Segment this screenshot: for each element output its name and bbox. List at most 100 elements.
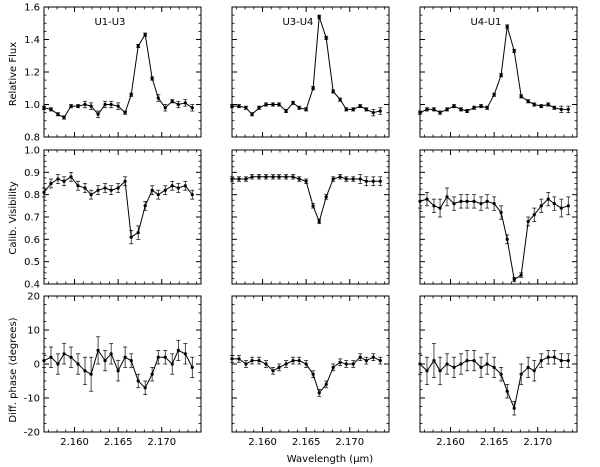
data-point: [277, 365, 281, 369]
data-point: [331, 177, 335, 181]
data-point: [452, 104, 456, 108]
data-point: [338, 175, 342, 179]
data-point: [459, 199, 463, 203]
data-point: [492, 93, 496, 97]
data-point: [465, 359, 469, 363]
panel-title: U1-U3: [94, 17, 125, 28]
data-point: [69, 355, 73, 359]
data-point: [150, 188, 154, 192]
data-point: [358, 355, 362, 359]
data-point: [62, 179, 66, 183]
data-point: [69, 175, 73, 179]
panel-frame: [419, 149, 578, 285]
data-point: [49, 181, 53, 186]
data-point: [89, 372, 93, 376]
data-point: [277, 175, 281, 179]
data-point: [485, 106, 489, 110]
panel-frame: [43, 149, 202, 285]
data-point: [479, 365, 483, 369]
data-point: [277, 102, 281, 107]
data-point: [485, 199, 489, 203]
series-line: [232, 16, 381, 116]
data-point: [331, 365, 335, 369]
data-point: [526, 219, 530, 224]
series-line: [419, 26, 569, 114]
data-point: [76, 184, 80, 188]
data-point: [519, 94, 523, 98]
data-point: [83, 369, 87, 373]
data-point: [257, 359, 261, 363]
data-point: [546, 355, 550, 359]
data-point: [83, 186, 87, 190]
data-point: [42, 359, 46, 363]
data-point: [244, 362, 248, 366]
data-point: [143, 33, 147, 37]
data-point: [237, 177, 241, 181]
data-point: [552, 355, 556, 359]
data-point: [499, 210, 503, 215]
panel-title: U3-U4: [282, 17, 313, 28]
data-point: [499, 73, 503, 77]
data-point: [566, 359, 570, 363]
data-point: [271, 175, 275, 179]
data-point: [371, 179, 375, 183]
data-point: [284, 109, 288, 113]
data-point: [271, 369, 275, 373]
data-point: [311, 86, 315, 90]
data-point: [317, 15, 321, 19]
panel-r1-c3: U4-U1: [418, 6, 578, 138]
data-point: [492, 202, 496, 206]
y-tick-label: 1.2: [24, 68, 40, 79]
data-point: [519, 273, 523, 277]
panel-r3-c1: -20 -10 0 10 20 2.160 2.165 2.170: [24, 292, 202, 448]
data-point: [324, 36, 328, 40]
data-point: [459, 107, 463, 111]
x-tick-label: 2.160: [248, 437, 277, 448]
panel-r2-c1: 0.4 0.5 0.6 0.7 0.8 0.9 1.0: [24, 146, 202, 291]
data-point: [452, 202, 456, 206]
data-point: [432, 359, 436, 363]
data-point: [170, 99, 174, 103]
data-point: [552, 106, 556, 110]
data-point: [109, 188, 113, 192]
y-tick-label: 0.9: [24, 168, 40, 179]
data-point: [96, 348, 100, 352]
data-point: [311, 204, 315, 208]
data-point: [532, 369, 536, 373]
data-point: [103, 186, 107, 190]
panel-grid: 0.81.01.21.41.6U1-U3 U3-U4 U4-U10.40.50.60…: [24, 3, 578, 448]
data-point: [364, 359, 368, 363]
data-point: [49, 107, 53, 111]
x-tick-label: 2.160: [436, 437, 465, 448]
data-point: [156, 193, 160, 197]
data-point: [432, 204, 436, 208]
data-point: [418, 111, 422, 115]
data-point: [304, 179, 308, 183]
y-tick-label: 0.7: [24, 213, 40, 224]
data-point: [324, 382, 328, 386]
data-point: [304, 362, 308, 366]
y-tick-label: 0.5: [24, 257, 40, 268]
data-point: [163, 188, 167, 192]
y-tick-label: -20: [24, 428, 40, 439]
data-point: [96, 112, 100, 116]
data-point: [103, 102, 107, 107]
panel-frame: [43, 295, 202, 433]
panel-r3-c2: 2.160 2.165 2.170: [230, 295, 390, 448]
data-point: [69, 104, 73, 108]
data-point: [244, 106, 248, 110]
data-point: [183, 352, 187, 356]
data-point: [150, 76, 154, 81]
y-tick-label: 0.8: [24, 133, 40, 144]
data-point: [512, 277, 516, 282]
data-point: [371, 111, 375, 115]
data-point: [546, 102, 550, 107]
data-point: [264, 102, 268, 107]
data-point: [250, 175, 254, 179]
y-tick-label: 0.6: [24, 235, 40, 246]
data-point: [344, 362, 348, 366]
y-tick-label: 0.8: [24, 190, 40, 201]
data-point: [42, 106, 46, 110]
data-point: [526, 99, 530, 103]
data-point: [257, 106, 261, 110]
